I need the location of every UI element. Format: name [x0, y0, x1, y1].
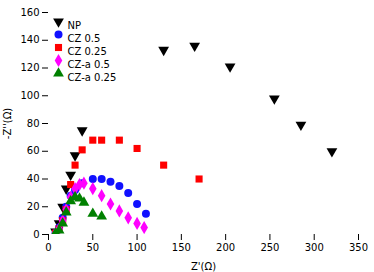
svg-text:140: 140: [20, 34, 39, 45]
svg-text:Z'(Ω): Z'(Ω): [191, 261, 216, 272]
svg-text:80: 80: [27, 118, 40, 129]
svg-text:0: 0: [33, 229, 39, 240]
svg-text:-Z''(Ω): -Z''(Ω): [2, 108, 13, 140]
svg-text:120: 120: [20, 62, 39, 73]
svg-text:NP: NP: [68, 20, 82, 31]
svg-text:40: 40: [27, 173, 40, 184]
svg-text:CZ-a 0.5: CZ-a 0.5: [68, 59, 110, 70]
svg-text:CZ-a 0.25: CZ-a 0.25: [68, 72, 117, 83]
svg-text:60: 60: [27, 145, 40, 156]
svg-text:20: 20: [27, 201, 40, 212]
svg-text:CZ 0.5: CZ 0.5: [68, 33, 101, 44]
svg-text:300: 300: [305, 242, 324, 253]
svg-text:160: 160: [20, 7, 39, 18]
svg-text:200: 200: [216, 242, 235, 253]
svg-text:100: 100: [128, 242, 147, 253]
svg-text:CZ 0.25: CZ 0.25: [68, 46, 107, 57]
svg-text:150: 150: [172, 242, 191, 253]
svg-text:350: 350: [349, 242, 368, 253]
svg-text:50: 50: [86, 242, 99, 253]
svg-text:100: 100: [20, 90, 39, 101]
svg-text:250: 250: [260, 242, 279, 253]
svg-text:0: 0: [45, 242, 51, 253]
